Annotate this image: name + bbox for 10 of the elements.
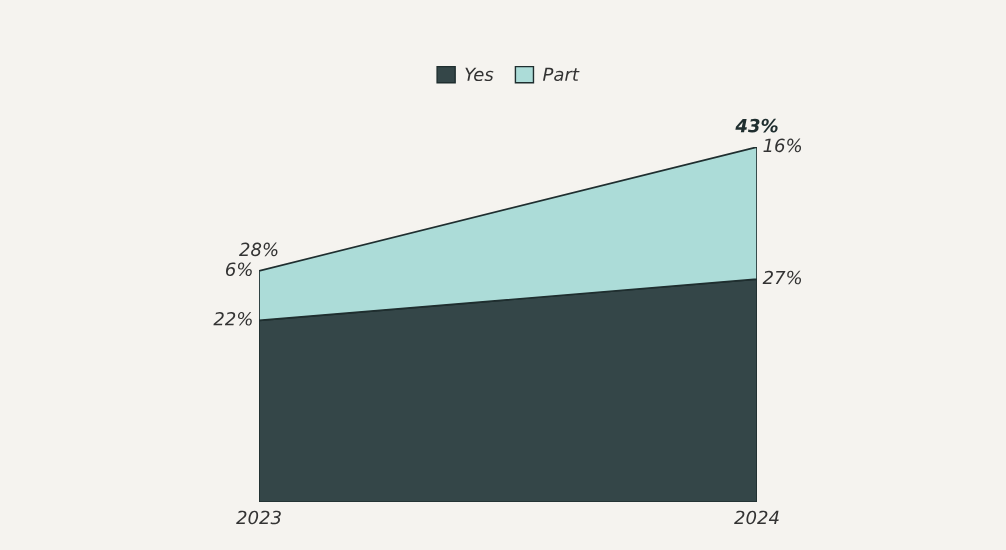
x-tick-label: 2023 xyxy=(236,510,281,525)
data-label: 16% xyxy=(763,138,802,153)
data-label: 27% xyxy=(762,270,802,285)
total-label: 43% xyxy=(735,118,778,133)
x-tick-label: 2024 xyxy=(734,510,779,525)
data-label: 6% xyxy=(225,262,252,277)
data-label: 22% xyxy=(213,311,252,326)
legend-label: Part xyxy=(542,67,580,82)
legend-label: Yes xyxy=(465,67,494,82)
total-label: 28% xyxy=(239,242,278,257)
